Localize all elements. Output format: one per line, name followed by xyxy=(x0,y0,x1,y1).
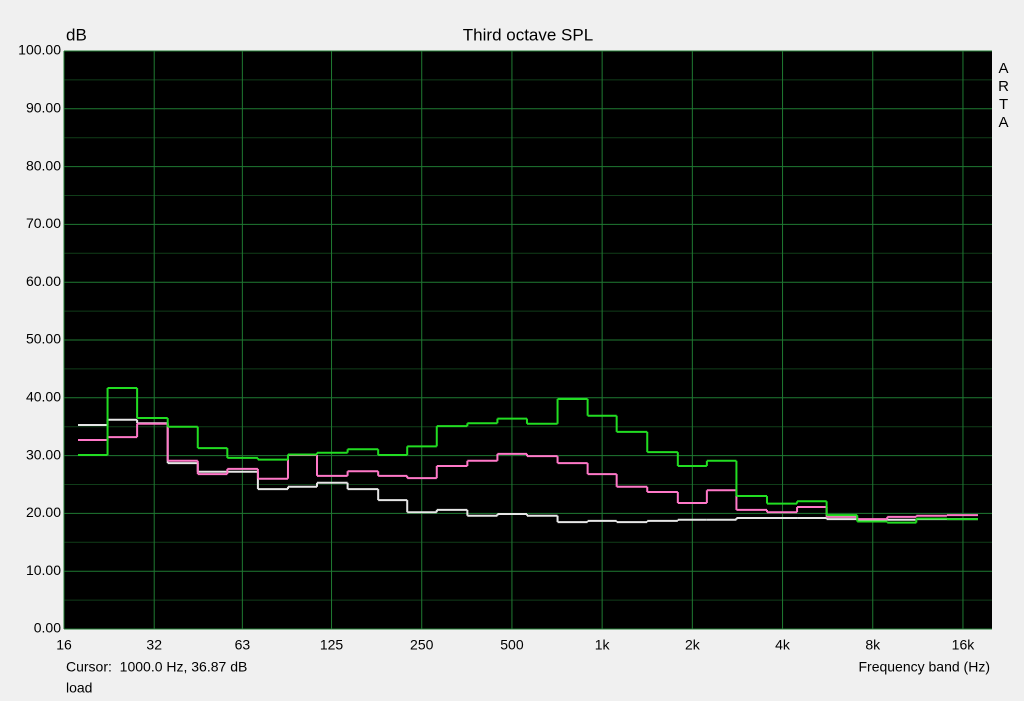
y-tick-label: 40.00 xyxy=(26,389,61,405)
x-tick-label: 16 xyxy=(56,637,72,653)
x-tick-label: 1k xyxy=(595,637,611,653)
footer-label: load xyxy=(66,680,92,696)
x-tick-label: 4k xyxy=(775,637,791,653)
x-tick-label: 32 xyxy=(146,637,162,653)
cursor-readout: Cursor: 1000.0 Hz, 36.87 dB xyxy=(66,659,247,675)
y-tick-label: 10.00 xyxy=(26,562,61,578)
y-tick-label: 90.00 xyxy=(26,100,61,116)
y-tick-label: 60.00 xyxy=(26,273,61,289)
y-tick-label: 30.00 xyxy=(26,446,61,462)
y-axis-label: dB xyxy=(66,25,87,44)
y-tick-label: 80.00 xyxy=(26,157,61,173)
y-tick-label: 50.00 xyxy=(26,331,61,347)
x-axis-label: Frequency band (Hz) xyxy=(858,659,990,675)
y-tick-label: 0.00 xyxy=(34,620,61,636)
y-tick-label: 20.00 xyxy=(26,504,61,520)
x-tick-label: 63 xyxy=(235,637,251,653)
x-tick-label: 125 xyxy=(320,637,344,653)
x-tick-label: 2k xyxy=(685,637,701,653)
y-tick-label: 100.00 xyxy=(18,42,61,58)
x-tick-label: 8k xyxy=(865,637,881,653)
y-tick-label: 70.00 xyxy=(26,215,61,231)
x-tick-label: 16k xyxy=(952,637,976,653)
chart-title: Third octave SPL xyxy=(463,25,593,44)
watermark: ARTA xyxy=(995,60,1012,132)
x-tick-label: 250 xyxy=(410,637,434,653)
x-tick-label: 500 xyxy=(500,637,524,653)
